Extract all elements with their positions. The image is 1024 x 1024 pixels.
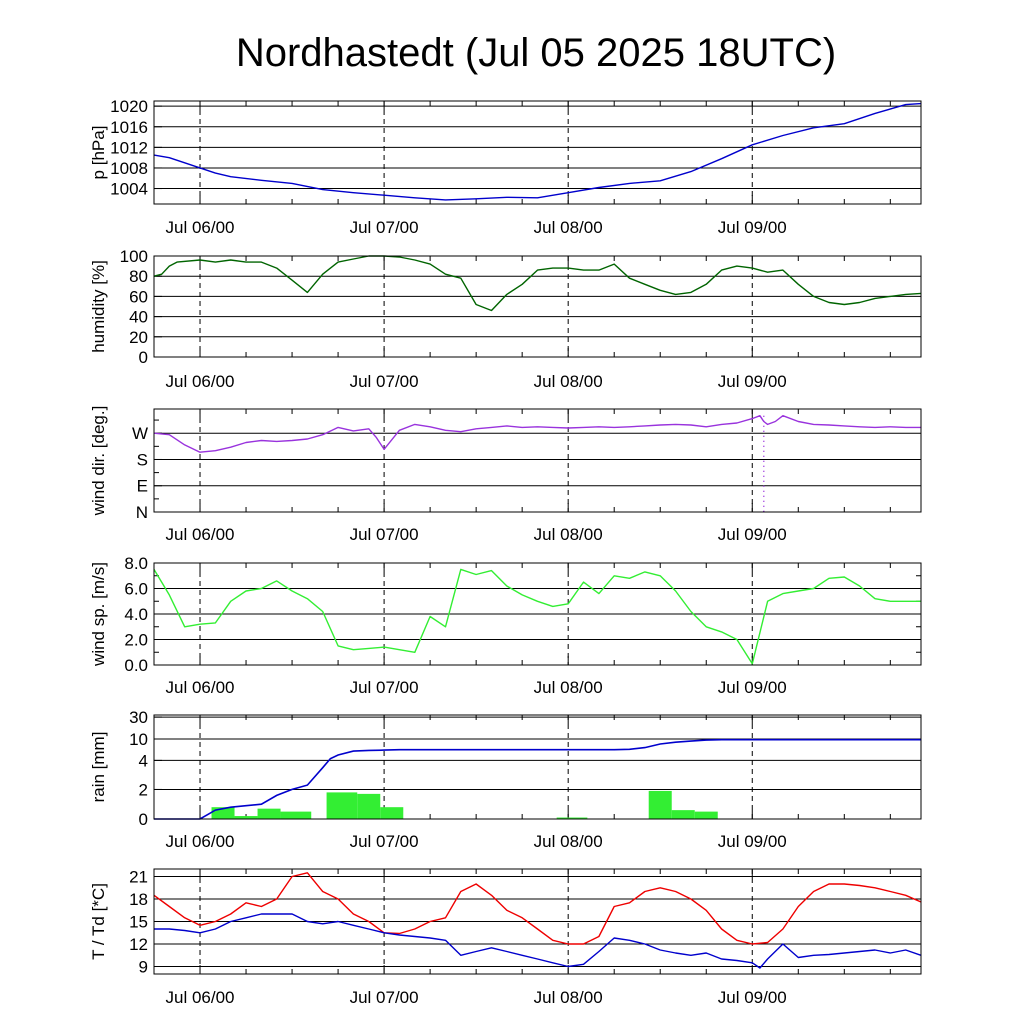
x-tick-label: Jul 09/00 [718,988,787,1007]
rain-bar [257,808,281,819]
y-tick-label: 1016 [110,118,148,137]
y-tick-label: 1004 [110,180,148,199]
y-axis-label: T / Td [*C] [89,883,108,960]
x-tick-label: Jul 09/00 [718,678,787,697]
rain-bar [671,810,695,819]
x-tick-label: Jul 07/00 [350,218,419,237]
x-tick-label: Jul 08/00 [534,988,603,1007]
panel-frame [153,868,922,975]
y-tick-label: 0.0 [124,656,148,675]
panel-frame [153,100,922,205]
y-tick-label: N [136,503,148,522]
y-tick-label: 2.0 [124,631,148,650]
rain-bar [357,793,381,819]
x-tick-label: Jul 07/00 [350,832,419,851]
y-tick-label: 18 [129,890,148,909]
rain-bar [234,816,258,819]
x-tick-label: Jul 06/00 [166,988,235,1007]
y-tick-label: 12 [129,935,148,954]
y-tick-label: 8.0 [124,554,148,573]
panel-temperature: 9 12 15 18 21 Jul 06/00 Jul 07/00 Jul 08/00 Jul … [89,868,922,1007]
panel-frame [153,714,922,820]
y-tick-label: 6.0 [124,580,148,599]
rain-bar [648,790,672,819]
x-tick-label: Jul 08/00 [534,218,603,237]
x-tick-label: Jul 07/00 [350,372,419,391]
y-tick-label: 1008 [110,159,148,178]
y-axis-label: rain [mm] [89,732,108,803]
y-tick-label: 60 [129,287,148,306]
y-tick-label: S [137,450,148,469]
y-tick-label: 21 [129,868,148,887]
y-tick-label: E [137,477,148,496]
dewpoint-line [154,913,922,969]
y-tick-label: W [132,424,148,443]
y-axis-label: wind dir. [deg.] [89,406,108,517]
y-tick-label: 0 [139,810,148,829]
x-tick-label: Jul 07/00 [350,525,419,544]
y-tick-label: 0 [139,348,148,367]
x-tick-label: Jul 08/00 [534,678,603,697]
x-tick-label: Jul 09/00 [718,218,787,237]
y-axis-label: humidity [%] [89,260,108,353]
x-tick-label: Jul 06/00 [166,525,235,544]
x-tick-label: Jul 09/00 [718,525,787,544]
x-tick-label: Jul 06/00 [166,218,235,237]
y-tick-label: 4.0 [124,605,148,624]
y-tick-label: 1020 [110,97,148,116]
x-tick-label: Jul 06/00 [166,678,235,697]
temperature-line [153,872,922,945]
x-tick-label: Jul 08/00 [534,372,603,391]
rain-bar [694,811,718,819]
x-tick-label: Jul 07/00 [350,678,419,697]
rain-cumulative-line [154,738,921,820]
x-tick-label: Jul 09/00 [718,372,787,391]
rain-bar [280,811,312,819]
x-tick-label: Jul 08/00 [534,832,603,851]
x-tick-label: Jul 08/00 [534,525,603,544]
panel-rain: 0 2 4 10 30 Jul 06/00 Jul 07/00 Jul 08/00 Jul 09… [89,708,922,851]
y-tick-label: 1012 [110,138,148,157]
wind_dir-line [153,415,921,453]
x-tick-label: Jul 06/00 [166,832,235,851]
y-tick-label: 40 [129,308,148,327]
pressure-line [153,102,922,201]
x-tick-label: Jul 06/00 [166,372,235,391]
rain-bar [556,817,588,819]
humidity-line [153,255,922,312]
panel-frame [153,562,922,666]
panel-frame [153,255,922,358]
x-tick-label: Jul 07/00 [350,988,419,1007]
y-tick-label: 4 [139,751,148,770]
y-tick-label: 100 [120,247,148,266]
y-tick-label: 9 [139,958,148,977]
rain-bar [326,792,358,819]
y-tick-label: 80 [129,267,148,286]
y-tick-label: 10 [129,730,148,749]
panel-wind_speed: 0.0 2.0 4.0 6.0 8.0 Jul 06/00 Jul 07/00 Jul 08/… [89,554,922,697]
chart-title: Nordhastedt (Jul 05 2025 18UTC) [236,31,836,75]
y-tick-label: 2 [139,780,148,799]
y-tick-label: 30 [129,708,148,727]
x-tick-label: Jul 09/00 [718,832,787,851]
y-axis-label: p [hPa] [89,126,108,180]
rain-bar [380,807,404,819]
wind_speed-line [153,568,921,665]
rain-bar [211,807,235,819]
panel-frame [153,408,922,513]
y-axis-label: wind sp. [m/s] [89,562,108,667]
y-tick-label: 20 [129,328,148,347]
y-tick-label: 15 [129,913,148,932]
